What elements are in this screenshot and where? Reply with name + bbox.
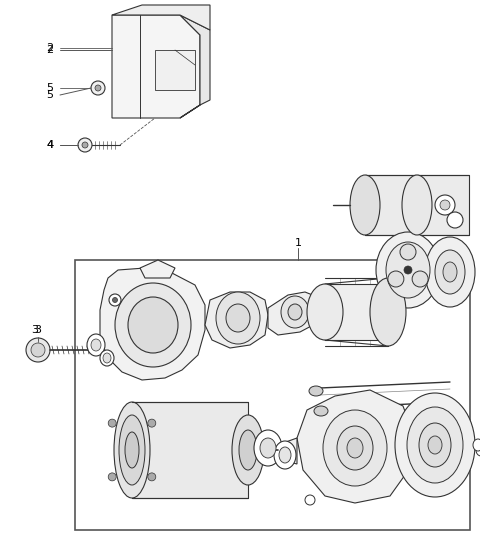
- Polygon shape: [268, 292, 318, 335]
- Ellipse shape: [307, 284, 343, 340]
- Ellipse shape: [337, 426, 373, 470]
- Ellipse shape: [412, 271, 428, 287]
- Ellipse shape: [425, 237, 475, 307]
- Polygon shape: [281, 438, 297, 464]
- Polygon shape: [155, 50, 195, 90]
- Ellipse shape: [216, 292, 260, 344]
- Ellipse shape: [128, 297, 178, 353]
- Text: 4: 4: [47, 140, 54, 150]
- Ellipse shape: [95, 85, 101, 91]
- Ellipse shape: [473, 439, 480, 451]
- Text: 1: 1: [295, 238, 301, 248]
- Polygon shape: [205, 292, 268, 348]
- Ellipse shape: [254, 430, 282, 466]
- Ellipse shape: [239, 430, 257, 470]
- Ellipse shape: [440, 200, 450, 210]
- Text: 3: 3: [32, 325, 38, 335]
- Ellipse shape: [26, 338, 50, 362]
- Ellipse shape: [114, 402, 150, 498]
- Text: 2: 2: [47, 45, 54, 55]
- Ellipse shape: [148, 419, 156, 427]
- Text: 5: 5: [47, 90, 53, 100]
- Ellipse shape: [314, 406, 328, 416]
- Ellipse shape: [31, 343, 45, 357]
- Ellipse shape: [100, 350, 114, 366]
- Ellipse shape: [103, 353, 111, 363]
- Text: 4: 4: [47, 140, 54, 150]
- Ellipse shape: [388, 271, 404, 287]
- Ellipse shape: [226, 304, 250, 332]
- Ellipse shape: [91, 81, 105, 95]
- Ellipse shape: [305, 495, 315, 505]
- Ellipse shape: [402, 175, 432, 235]
- Ellipse shape: [347, 438, 363, 458]
- Ellipse shape: [419, 423, 451, 467]
- Ellipse shape: [78, 138, 92, 152]
- Ellipse shape: [288, 304, 302, 320]
- Polygon shape: [180, 15, 210, 118]
- Polygon shape: [112, 5, 210, 30]
- Ellipse shape: [125, 432, 139, 468]
- Ellipse shape: [281, 296, 309, 328]
- Ellipse shape: [370, 278, 406, 346]
- Ellipse shape: [376, 232, 440, 308]
- Ellipse shape: [400, 244, 416, 260]
- Bar: [75, 260, 470, 530]
- Ellipse shape: [309, 386, 323, 396]
- Ellipse shape: [435, 195, 455, 215]
- Ellipse shape: [386, 242, 430, 298]
- Text: 3: 3: [35, 325, 41, 335]
- Ellipse shape: [148, 473, 156, 481]
- Ellipse shape: [87, 334, 105, 356]
- Bar: [325, 284, 388, 340]
- Polygon shape: [100, 268, 205, 380]
- Ellipse shape: [274, 441, 296, 469]
- Ellipse shape: [443, 262, 457, 282]
- Ellipse shape: [323, 410, 387, 486]
- Ellipse shape: [407, 407, 463, 483]
- Text: 5: 5: [47, 83, 53, 93]
- Bar: [132, 402, 248, 498]
- Ellipse shape: [350, 175, 380, 235]
- Ellipse shape: [115, 283, 191, 367]
- Ellipse shape: [108, 419, 116, 427]
- Ellipse shape: [119, 415, 145, 485]
- Ellipse shape: [395, 393, 475, 497]
- Ellipse shape: [428, 436, 442, 454]
- Ellipse shape: [447, 212, 463, 228]
- Ellipse shape: [109, 294, 121, 306]
- Ellipse shape: [476, 444, 480, 456]
- Ellipse shape: [279, 447, 291, 463]
- Ellipse shape: [91, 339, 101, 351]
- Ellipse shape: [435, 250, 465, 294]
- Ellipse shape: [108, 473, 116, 481]
- Ellipse shape: [404, 266, 412, 274]
- Ellipse shape: [82, 142, 88, 148]
- Polygon shape: [297, 390, 413, 503]
- Bar: [365, 175, 469, 235]
- Ellipse shape: [112, 298, 118, 302]
- Polygon shape: [140, 260, 175, 278]
- Ellipse shape: [260, 438, 276, 458]
- Ellipse shape: [232, 415, 264, 485]
- Polygon shape: [112, 15, 200, 118]
- Text: 2: 2: [47, 43, 54, 53]
- Polygon shape: [410, 443, 425, 468]
